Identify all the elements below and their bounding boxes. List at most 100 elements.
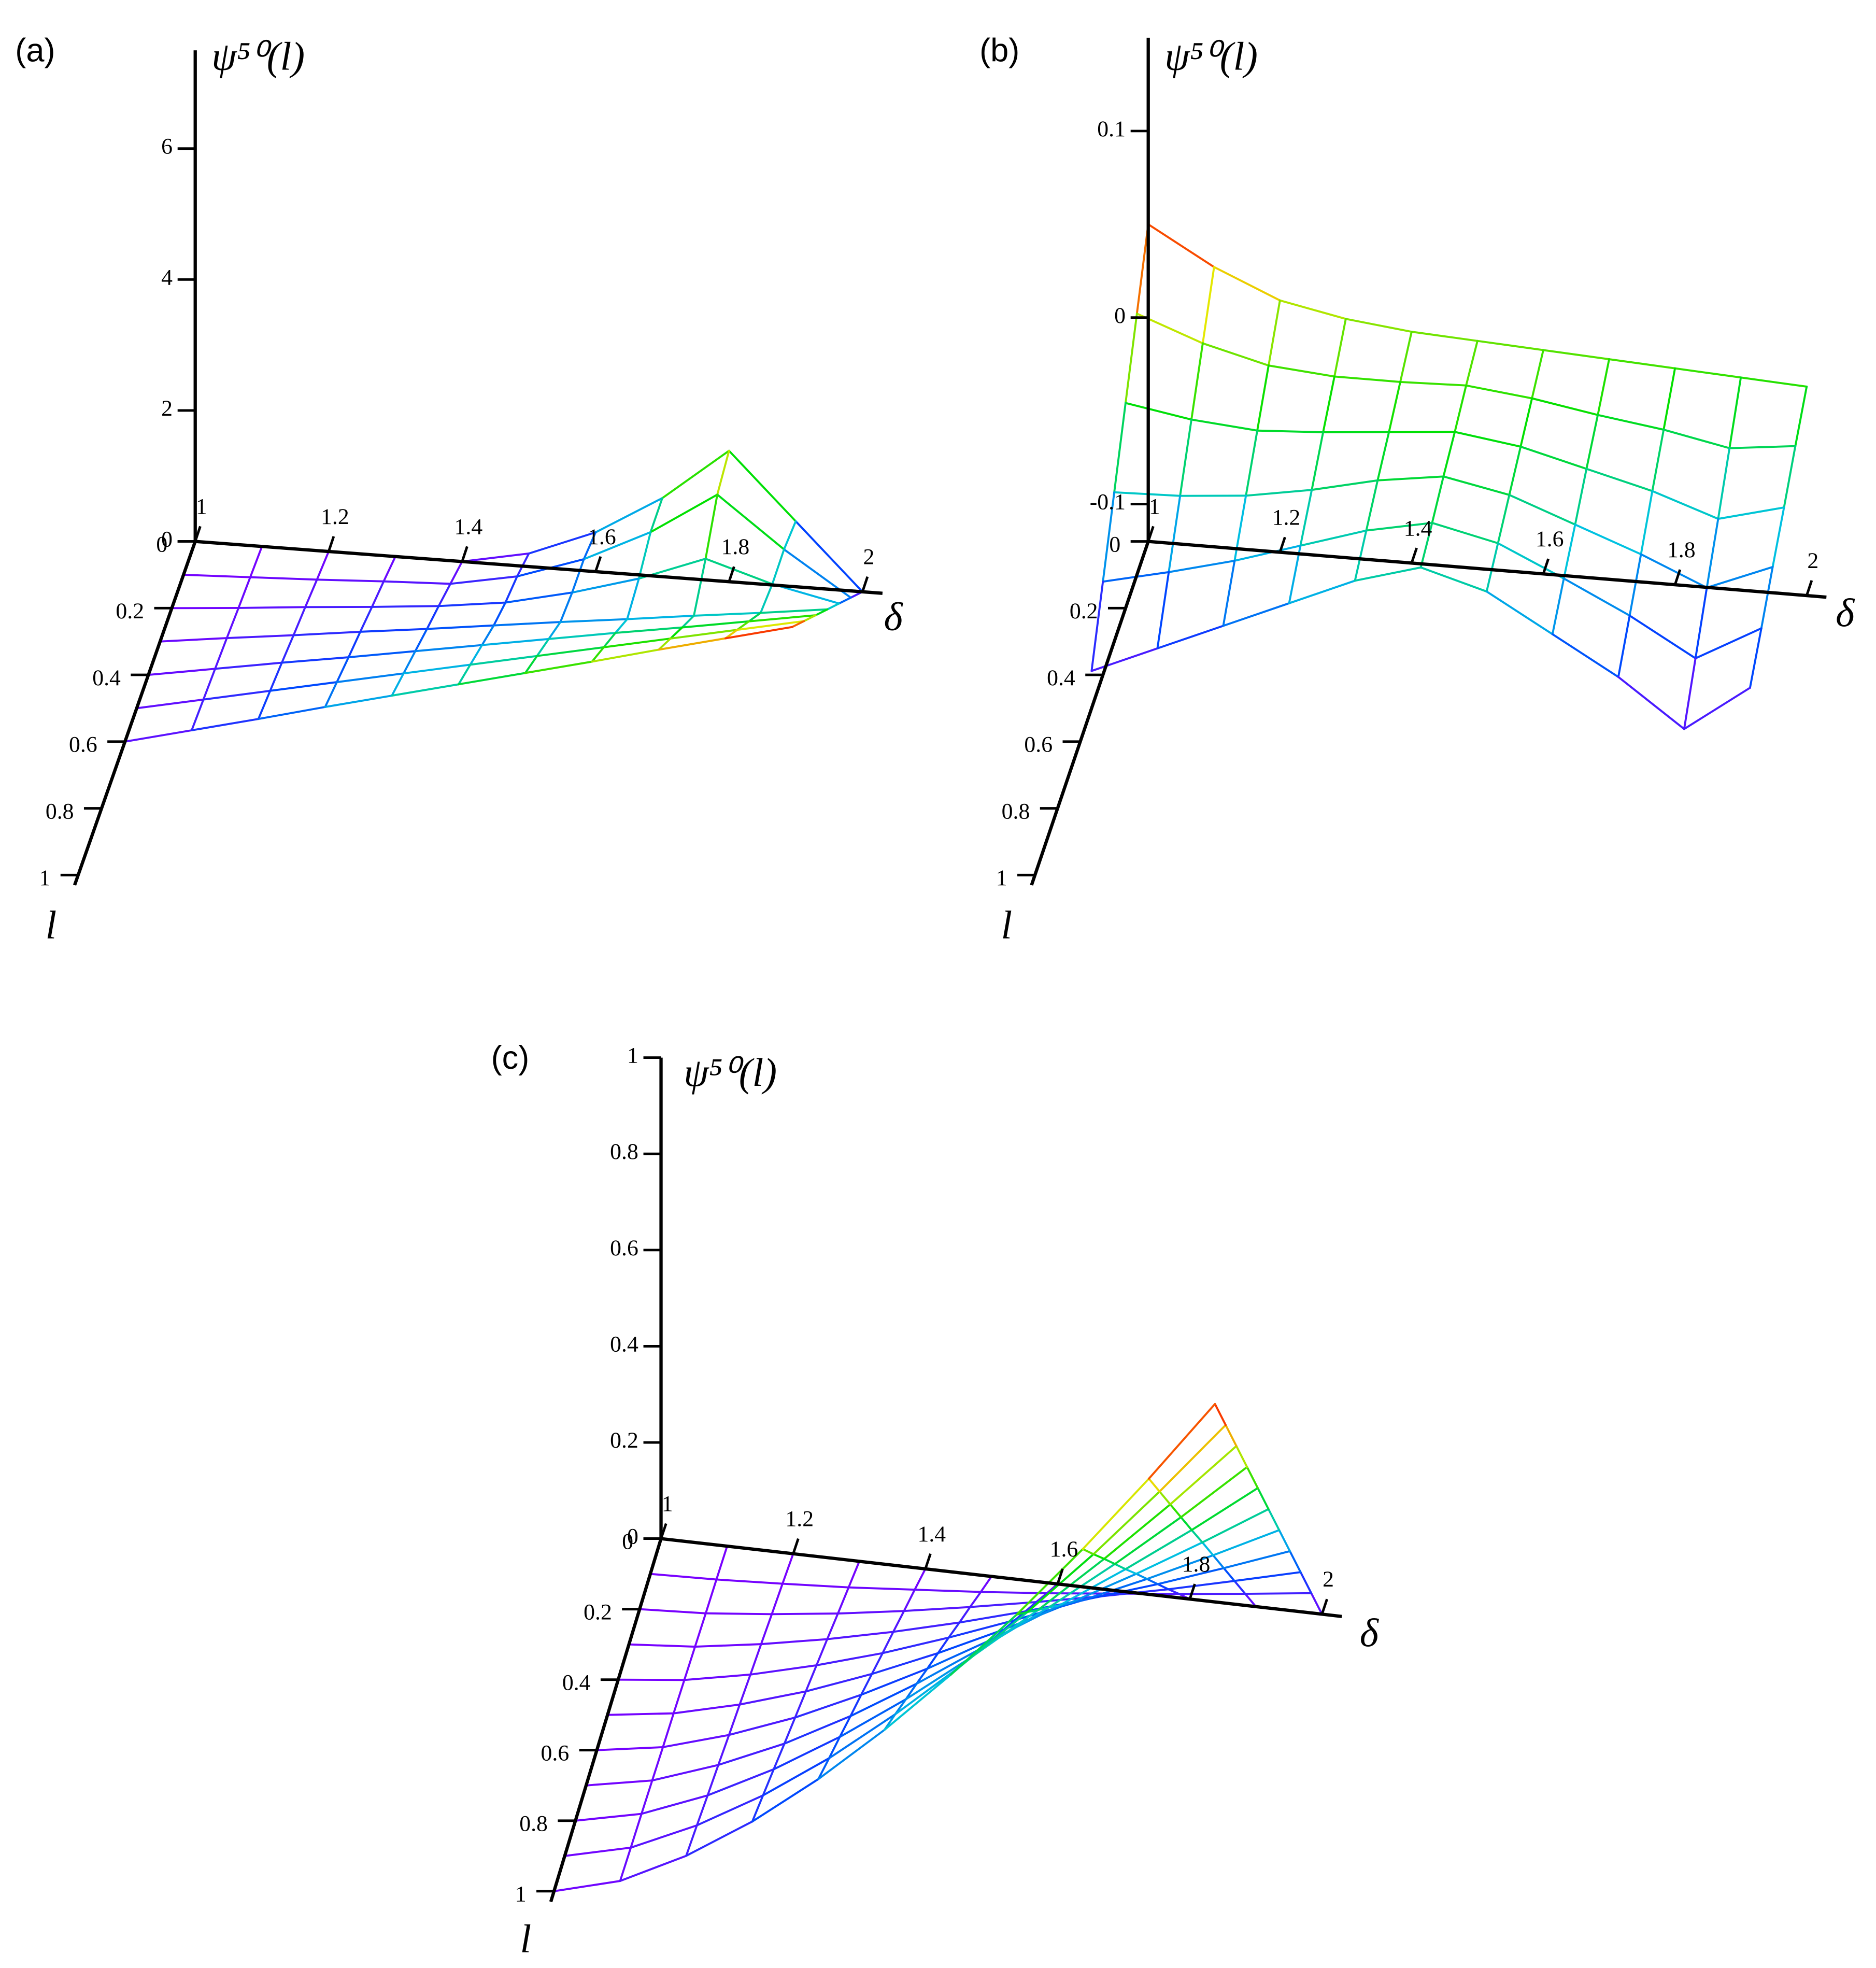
mesh-segment [1213, 266, 1281, 302]
mesh-segment [1167, 1580, 1236, 1591]
mesh-segment [292, 606, 306, 636]
mesh-segment [748, 612, 762, 622]
x-axis-label: δ [1836, 590, 1855, 635]
mesh-segment [1035, 1592, 1048, 1603]
mesh-segment [1551, 577, 1565, 635]
mesh-segment [1156, 571, 1170, 649]
mesh-segment [781, 1552, 794, 1585]
mesh-segment [914, 1589, 982, 1593]
mesh-segment [591, 646, 605, 663]
mesh-segment [847, 1586, 916, 1591]
mesh-segment [760, 1638, 829, 1646]
y-axis-label: l [1001, 903, 1012, 947]
mesh-segment [738, 1673, 751, 1706]
mesh-segment [672, 1703, 741, 1715]
mesh-segment [626, 614, 695, 620]
mesh-segment [292, 630, 362, 636]
mesh-segment [915, 1646, 984, 1685]
mesh-segment [926, 1637, 994, 1670]
z-axis-label: ψ⁵⁰(l) [684, 1050, 777, 1095]
mesh-segment [1179, 1516, 1193, 1531]
y-tick-label: 0 [622, 1529, 633, 1554]
mesh-segment [614, 618, 629, 634]
mesh-segment [694, 1612, 707, 1648]
mesh-segment [492, 601, 507, 627]
mesh-segment [1454, 384, 1468, 433]
z-tick-label: 1 [627, 1043, 638, 1068]
mesh-segment [1311, 431, 1325, 491]
mesh-segment [1146, 1554, 1214, 1580]
mesh-segment [1214, 1403, 1227, 1426]
mesh-segment [469, 644, 484, 666]
y-tick-label: 0.4 [1047, 666, 1075, 690]
x-tick-label: 1 [1149, 494, 1160, 519]
x-tick [1147, 526, 1155, 542]
mesh-segment [1311, 479, 1379, 491]
y-tick-label: 0.6 [541, 1740, 570, 1765]
mesh-segment [1551, 633, 1619, 678]
mesh-segment [683, 1646, 697, 1681]
mesh-segment [1256, 429, 1325, 433]
mesh-segment [1190, 342, 1204, 421]
mesh-segment [457, 663, 472, 686]
mesh-segment [751, 1794, 764, 1823]
mesh-segment [559, 591, 573, 623]
mesh-segment [481, 624, 495, 646]
mesh-segment [815, 1638, 829, 1666]
mesh-segment [1454, 431, 1522, 448]
mesh-segment [1212, 1554, 1225, 1569]
mesh-segment [1617, 614, 1631, 678]
mesh-segment [949, 1613, 1018, 1676]
mesh-segment [724, 626, 793, 640]
mesh-segment [1310, 1592, 1323, 1616]
mesh-segment [269, 681, 338, 692]
y-tick-label: 1 [39, 866, 50, 890]
z-tick-label: 6 [161, 134, 173, 159]
mesh-segment [681, 620, 750, 629]
panel-label: (a) [15, 33, 55, 69]
mesh-segment [347, 630, 362, 659]
mesh-segment [571, 577, 640, 594]
mesh-segment [437, 583, 452, 607]
mesh-segment [336, 656, 350, 683]
x-tick-label: 1.2 [321, 504, 349, 529]
mesh-segment [606, 1712, 675, 1716]
mesh-segment [1257, 1487, 1270, 1510]
mesh-segment [791, 620, 805, 628]
mesh-segment [969, 1601, 1038, 1608]
mesh-segment [693, 558, 707, 617]
mesh-segment [1114, 1563, 1127, 1570]
mesh-segment [1465, 384, 1533, 400]
mesh-segment [814, 608, 829, 616]
mesh-segment [619, 1846, 632, 1882]
mesh-segment [1146, 1578, 1159, 1585]
mesh-segment [681, 614, 695, 629]
mesh-segment [1299, 1571, 1313, 1594]
mesh-segment [563, 1846, 632, 1857]
mesh-segment [1706, 518, 1719, 589]
mesh-segment [693, 612, 762, 617]
mesh-segment [1169, 1503, 1182, 1519]
mesh-segment [748, 614, 817, 622]
x-tick-label: 1.6 [588, 525, 616, 549]
x-tick-label: 1.4 [918, 1522, 946, 1547]
y-tick-label: 1 [996, 866, 1007, 890]
mesh-segment [640, 1794, 709, 1815]
mesh-segment [359, 605, 373, 633]
mesh-segment [804, 1673, 873, 1693]
mesh-segment [1419, 566, 1488, 593]
mesh-segment [695, 1794, 764, 1827]
mesh-segment [637, 531, 652, 580]
mesh-segment [594, 497, 663, 534]
mesh-segment [960, 1611, 1029, 1667]
mesh-segment [1103, 1558, 1116, 1565]
mesh-segment [426, 605, 440, 630]
mesh-segment [371, 605, 440, 608]
mesh-segment [672, 1679, 686, 1715]
x-tick [792, 1538, 800, 1554]
mesh-segment [1299, 529, 1368, 547]
x-tick-label: 1.8 [1182, 1552, 1211, 1577]
x-tick [660, 1523, 667, 1539]
mesh-segment [716, 493, 785, 550]
y-axis [1030, 541, 1150, 886]
